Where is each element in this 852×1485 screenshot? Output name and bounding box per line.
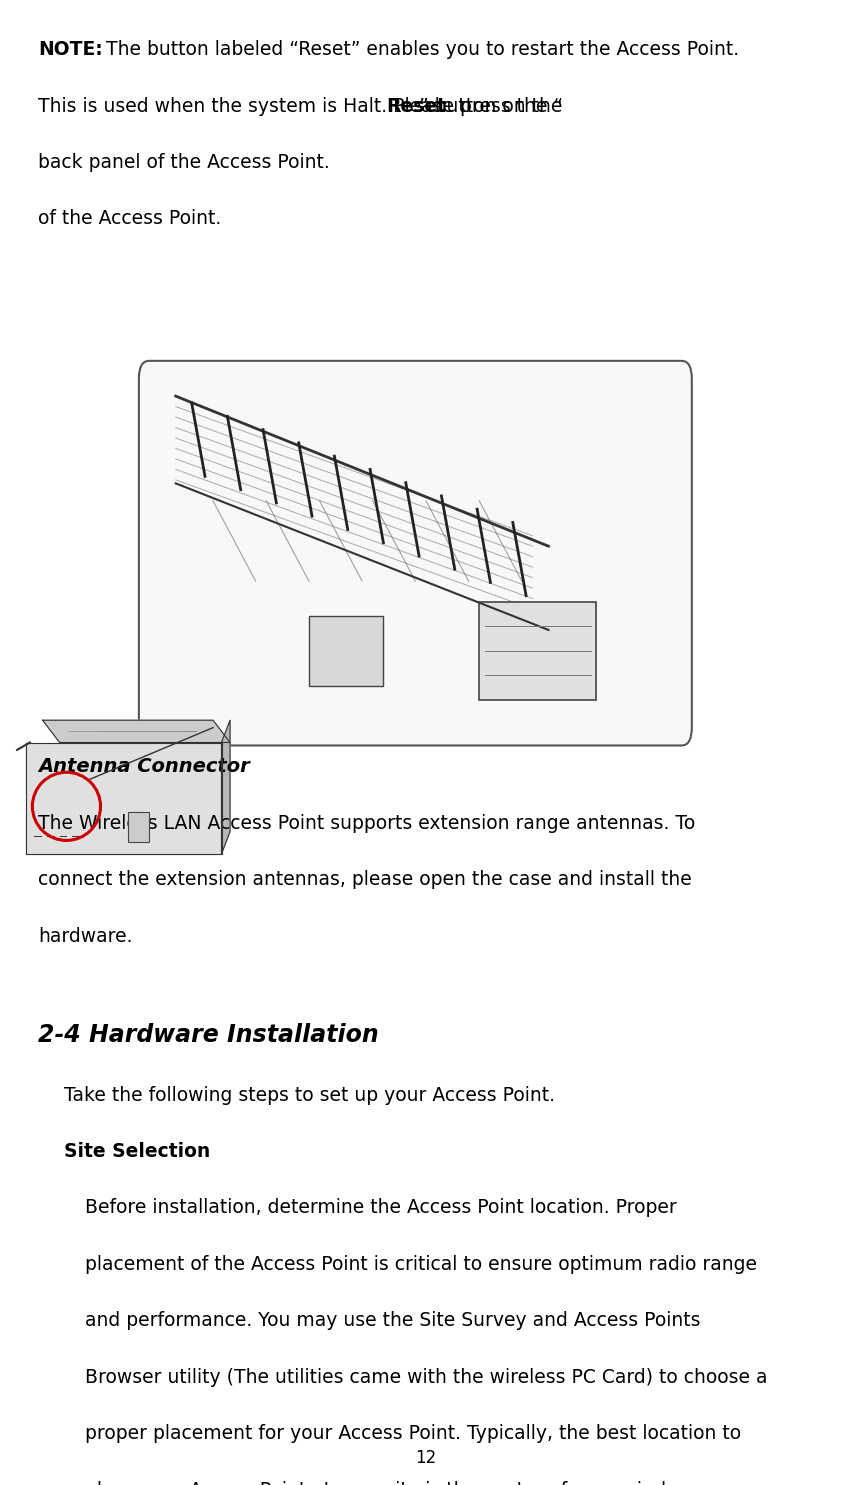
- Text: The Wireless LAN Access Point supports extension range antennas. To: The Wireless LAN Access Point supports e…: [38, 814, 695, 833]
- Text: Browser utility (The utilities came with the wireless PC Card) to choose a: Browser utility (The utilities came with…: [85, 1368, 768, 1387]
- Text: The button labeled “Reset” enables you to restart the Access Point.: The button labeled “Reset” enables you t…: [100, 40, 739, 59]
- Polygon shape: [26, 742, 222, 854]
- Bar: [479, 601, 596, 699]
- Text: hardware.: hardware.: [38, 927, 133, 946]
- Text: connect the extension antennas, please open the case and install the: connect the extension antennas, please o…: [38, 870, 692, 890]
- Text: Before installation, determine the Access Point location. Proper: Before installation, determine the Acces…: [85, 1198, 677, 1218]
- Text: NOTE:: NOTE:: [38, 40, 103, 59]
- Polygon shape: [43, 720, 230, 742]
- Bar: [128, 812, 149, 842]
- Text: ” button on the: ” button on the: [419, 97, 562, 116]
- Text: Reset: Reset: [387, 97, 446, 116]
- Polygon shape: [222, 720, 230, 854]
- Text: proper placement for your Access Point. Typically, the best location to: proper placement for your Access Point. …: [85, 1424, 741, 1443]
- Text: Site Selection: Site Selection: [64, 1142, 210, 1161]
- FancyBboxPatch shape: [139, 361, 692, 745]
- Bar: [308, 616, 383, 686]
- Text: back panel of the Access Point.: back panel of the Access Point.: [38, 153, 330, 172]
- Text: placement of the Access Point is critical to ensure optimum radio range: placement of the Access Point is critica…: [85, 1255, 757, 1274]
- Text: 2-4 Hardware Installation: 2-4 Hardware Installation: [38, 1023, 379, 1047]
- Text: place your Access Point at your site is the center of your wireless: place your Access Point at your site is …: [85, 1481, 698, 1485]
- Text: of the Access Point.: of the Access Point.: [38, 209, 222, 229]
- Text: 12: 12: [416, 1449, 436, 1467]
- Text: Antenna Connector: Antenna Connector: [38, 757, 250, 777]
- Text: This is used when the system is Halt. Please press the “: This is used when the system is Halt. Pl…: [38, 97, 563, 116]
- Text: and performance. You may use the Site Survey and Access Points: and performance. You may use the Site Su…: [85, 1311, 700, 1331]
- Text: Take the following steps to set up your Access Point.: Take the following steps to set up your …: [64, 1086, 555, 1105]
